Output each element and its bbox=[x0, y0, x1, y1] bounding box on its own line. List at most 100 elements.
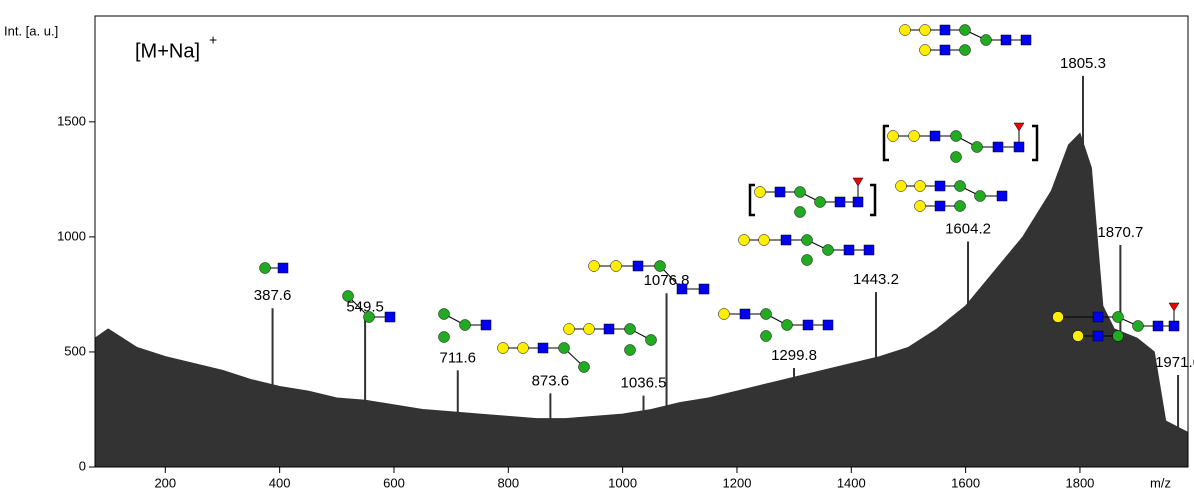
glycan-galactose bbox=[895, 180, 907, 192]
glycan-galactose bbox=[919, 44, 931, 56]
bracket bbox=[882, 124, 889, 162]
glycan-mannose bbox=[645, 334, 657, 346]
glycan-mannose bbox=[801, 234, 813, 246]
x-tick-label: 1600 bbox=[951, 475, 980, 490]
glycan-mannose bbox=[438, 331, 450, 343]
x-tick-label: 200 bbox=[154, 475, 176, 490]
glycan-galactose bbox=[738, 234, 750, 246]
glycan-mannose bbox=[959, 24, 971, 36]
glycan-mannose bbox=[814, 196, 826, 208]
glycan-mannose bbox=[801, 254, 813, 266]
glycan-galactose bbox=[610, 260, 622, 272]
glycan-glcnac bbox=[480, 319, 492, 331]
glycan-glcnac bbox=[996, 190, 1008, 202]
glycan-fucose bbox=[852, 177, 864, 187]
glycan-mannose bbox=[950, 151, 962, 163]
glycan-galactose bbox=[718, 308, 730, 320]
glycan-glcnac bbox=[992, 141, 1004, 153]
glycan-glcnac bbox=[939, 24, 951, 36]
glycan-glcnac bbox=[676, 283, 688, 295]
glycan-mannose bbox=[578, 361, 590, 373]
peak-label: 1870.7 bbox=[1097, 224, 1143, 241]
bracket bbox=[748, 183, 755, 217]
peak-label: 1604.2 bbox=[945, 220, 991, 237]
glycan-mannose bbox=[794, 206, 806, 218]
glycan-mannose bbox=[654, 260, 666, 272]
glycan-mannose bbox=[954, 200, 966, 212]
glycan-glcnac bbox=[852, 196, 864, 208]
glycan-glcnac bbox=[739, 308, 751, 320]
glycan-glcnac bbox=[384, 311, 396, 323]
peak-label: 1299.8 bbox=[771, 347, 817, 364]
y-axis-label: Int. [a. u.] bbox=[4, 23, 58, 38]
glycan-glcnac bbox=[1000, 34, 1012, 46]
glycan-galactose bbox=[563, 323, 575, 335]
peak-label: 1971.6 bbox=[1155, 354, 1194, 371]
peak-label: 873.6 bbox=[532, 372, 570, 389]
glycan-mannose bbox=[822, 244, 834, 256]
y-tick-label: 1500 bbox=[57, 113, 86, 128]
glycan-glcnac bbox=[1092, 311, 1104, 323]
y-tick-label: 500 bbox=[64, 343, 86, 358]
glycan-galactose bbox=[887, 130, 899, 142]
glycan-glcnac bbox=[1013, 141, 1025, 153]
glycan-mannose bbox=[342, 290, 354, 302]
glycan-galactose bbox=[908, 130, 920, 142]
glycan-mannose bbox=[974, 190, 986, 202]
x-tick-label: 600 bbox=[383, 475, 405, 490]
x-tick-label: 800 bbox=[497, 475, 519, 490]
glycan-mannose bbox=[959, 44, 971, 56]
glycan-glcnac bbox=[1168, 320, 1180, 332]
glycan-galactose bbox=[1052, 311, 1064, 323]
glycan-mannose bbox=[760, 330, 772, 342]
glycan-glcnac bbox=[822, 319, 834, 331]
glycan-glcnac bbox=[834, 196, 846, 208]
glycan-mannose bbox=[781, 319, 793, 331]
x-tick-label: 1200 bbox=[723, 475, 752, 490]
glycan-glcnac bbox=[632, 260, 644, 272]
peak-label: 549.5 bbox=[346, 299, 384, 316]
glycan-mannose bbox=[971, 141, 983, 153]
glycan-mannose bbox=[950, 130, 962, 142]
peak-label: 1036.5 bbox=[621, 375, 667, 392]
y-tick-label: 1000 bbox=[57, 228, 86, 243]
glycan-galactose bbox=[588, 260, 600, 272]
glycan-glcnac bbox=[1152, 320, 1164, 332]
glycan-galactose bbox=[497, 342, 509, 354]
glycan-glcnac bbox=[774, 186, 786, 198]
glycan-galactose bbox=[914, 200, 926, 212]
glycan-mannose bbox=[363, 311, 375, 323]
glycan-galactose bbox=[919, 24, 931, 36]
x-axis-label: m/z bbox=[1150, 475, 1171, 490]
glycan-glcnac bbox=[603, 323, 615, 335]
bracket bbox=[1032, 124, 1039, 162]
glycan-glcnac bbox=[698, 283, 710, 295]
glycan-mannose bbox=[459, 319, 471, 331]
x-tick-label: 400 bbox=[269, 475, 291, 490]
glycan-mannose bbox=[624, 344, 636, 356]
glycan-fucose bbox=[1013, 122, 1025, 132]
glycan-glcnac bbox=[929, 130, 941, 142]
peak-label: 711.6 bbox=[440, 349, 476, 366]
glycan-glcnac bbox=[802, 319, 814, 331]
glycan-galactose bbox=[754, 186, 766, 198]
peak-label: 387.6 bbox=[254, 287, 292, 304]
glycan-mannose bbox=[624, 323, 636, 335]
glycan-mannose bbox=[760, 308, 772, 320]
glycan-mannose bbox=[794, 186, 806, 198]
glycan-mannose bbox=[259, 262, 271, 274]
glycan-galactose bbox=[517, 342, 529, 354]
glycan-mannose bbox=[558, 342, 570, 354]
glycan-glcnac bbox=[780, 234, 792, 246]
glycan-galactose bbox=[583, 323, 595, 335]
plot-frame bbox=[94, 15, 1189, 468]
glycan-fucose bbox=[1168, 302, 1180, 312]
annotation-superscript: + bbox=[209, 32, 217, 48]
glycan-mannose bbox=[1112, 330, 1124, 342]
glycan-galactose bbox=[758, 234, 770, 246]
glycan-glcnac bbox=[843, 244, 855, 256]
peak-label: 1805.3 bbox=[1060, 55, 1106, 72]
glycan-glcnac bbox=[1092, 330, 1104, 342]
y-tick-label: 0 bbox=[79, 458, 86, 473]
